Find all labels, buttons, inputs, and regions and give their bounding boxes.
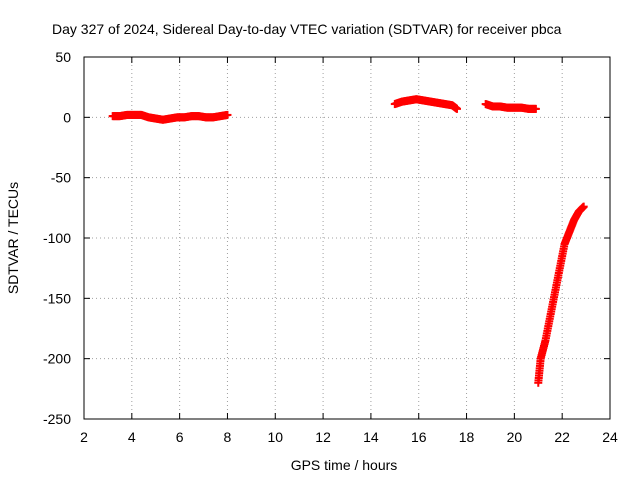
x-tick-label: 20 bbox=[507, 429, 523, 445]
chart-title: Day 327 of 2024, Sidereal Day-to-day VTE… bbox=[52, 21, 562, 37]
data-point bbox=[579, 202, 588, 211]
y-tick-label: -50 bbox=[51, 170, 71, 186]
data-points bbox=[108, 95, 588, 387]
x-tick-label: 10 bbox=[267, 429, 283, 445]
y-tick-label: -250 bbox=[43, 411, 71, 427]
x-tick-label: 2 bbox=[80, 429, 88, 445]
x-tick-label: 8 bbox=[224, 429, 232, 445]
y-axis-label: SDTVAR / TECUs bbox=[5, 182, 21, 294]
y-tick-label: 50 bbox=[55, 49, 71, 65]
x-tick-label: 6 bbox=[176, 429, 184, 445]
data-point bbox=[531, 104, 540, 113]
x-tick-label: 4 bbox=[128, 429, 136, 445]
data-point bbox=[452, 104, 461, 113]
x-tick-labels: 2 4 6 8 10 12 14 16 18 20 22 24 bbox=[80, 429, 618, 445]
x-tick-label: 22 bbox=[554, 429, 570, 445]
y-tick-labels: -250 -200 -150 -100 -50 0 50 bbox=[43, 49, 71, 427]
x-tick-label: 24 bbox=[602, 429, 618, 445]
x-axis-label: GPS time / hours bbox=[291, 457, 398, 473]
x-tick-label: 14 bbox=[363, 429, 379, 445]
x-tick-label: 12 bbox=[315, 429, 331, 445]
y-tick-label: 0 bbox=[63, 109, 71, 125]
y-tick-label: -150 bbox=[43, 290, 71, 306]
grid bbox=[84, 57, 610, 419]
y-tick-label: -200 bbox=[43, 351, 71, 367]
x-tick-label: 18 bbox=[459, 429, 475, 445]
axis-ticks bbox=[83, 56, 611, 420]
data-point bbox=[223, 110, 232, 119]
y-tick-label: -100 bbox=[43, 230, 71, 246]
x-tick-label: 16 bbox=[411, 429, 427, 445]
